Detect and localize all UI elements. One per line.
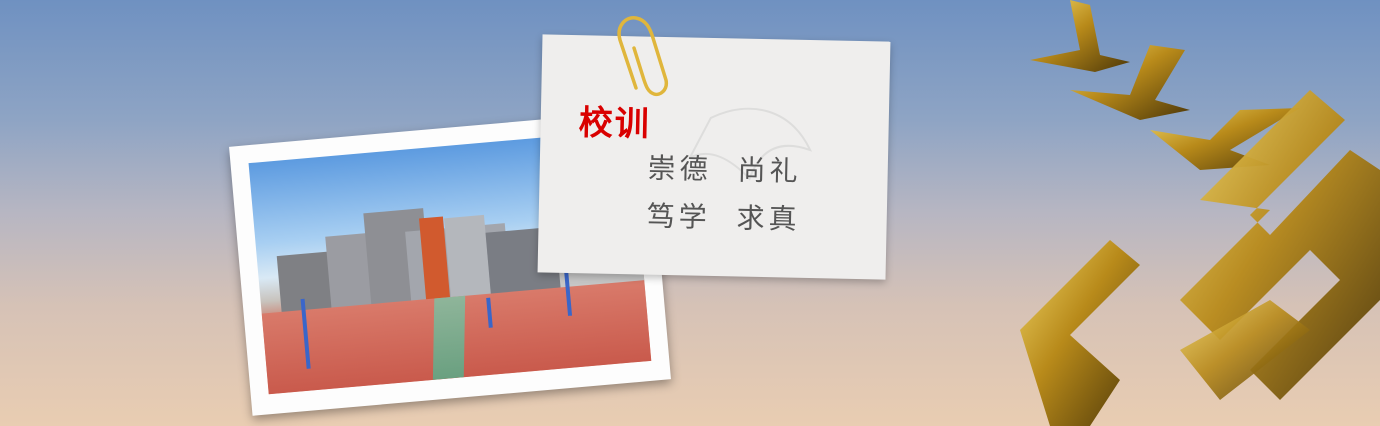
motto-line-2: 笃学 求真: [646, 199, 801, 236]
motto-card: 校训 崇德 尚礼 笃学 求真: [537, 34, 891, 280]
bird-sculpture: [1020, 0, 1380, 426]
dove-watermark: [687, 107, 813, 181]
motto-title: 校训: [578, 103, 652, 145]
motto-line-1: 崇德 尚礼: [647, 151, 802, 188]
paperclip-icon: [617, 16, 669, 97]
